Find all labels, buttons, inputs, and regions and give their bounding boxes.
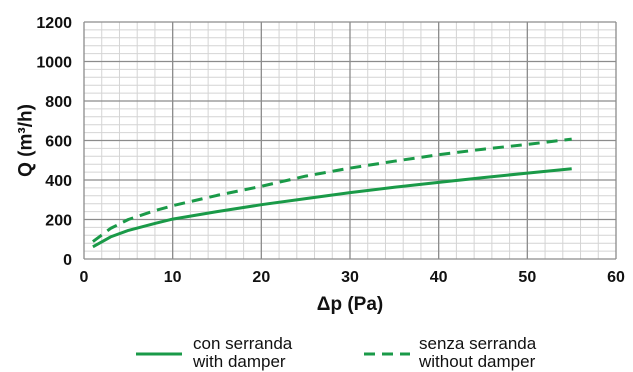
legend-label-with-damper: with damper	[192, 352, 286, 371]
x-tick-label: 60	[607, 269, 625, 286]
x-tick-label: 30	[341, 269, 359, 286]
y-tick-label: 200	[45, 213, 72, 230]
series-layer	[92, 137, 572, 249]
y-tick-label: 1000	[36, 55, 72, 72]
legend-label-without-damper: without damper	[418, 352, 536, 371]
major-grid	[83, 21, 617, 260]
legend: con serranda with damper senza serranda …	[136, 334, 537, 371]
y-tick-label: 800	[45, 94, 72, 111]
y-tick-label: 400	[45, 173, 72, 190]
legend-label-con-serranda: con serranda	[193, 334, 293, 353]
y-tick-labels: 0 200 400 600 800 1000 1200	[36, 15, 72, 269]
x-axis-title: Δp (Pa)	[317, 294, 383, 315]
series-line-without-damper	[92, 137, 572, 243]
x-tick-label: 10	[164, 269, 182, 286]
y-tick-label: 1200	[36, 15, 72, 32]
x-tick-label: 0	[80, 269, 89, 286]
y-tick-label: 600	[45, 134, 72, 151]
y-tick-label: 0	[63, 252, 72, 269]
y-axis-title: Q (m³/h)	[16, 104, 37, 177]
legend-label-senza-serranda: senza serranda	[419, 334, 537, 353]
x-tick-labels: 0 10 20 30 40 50 60	[80, 269, 625, 286]
x-tick-label: 40	[430, 269, 448, 286]
x-tick-label: 50	[518, 269, 536, 286]
series-line-with-damper	[92, 167, 572, 249]
x-tick-label: 20	[252, 269, 270, 286]
